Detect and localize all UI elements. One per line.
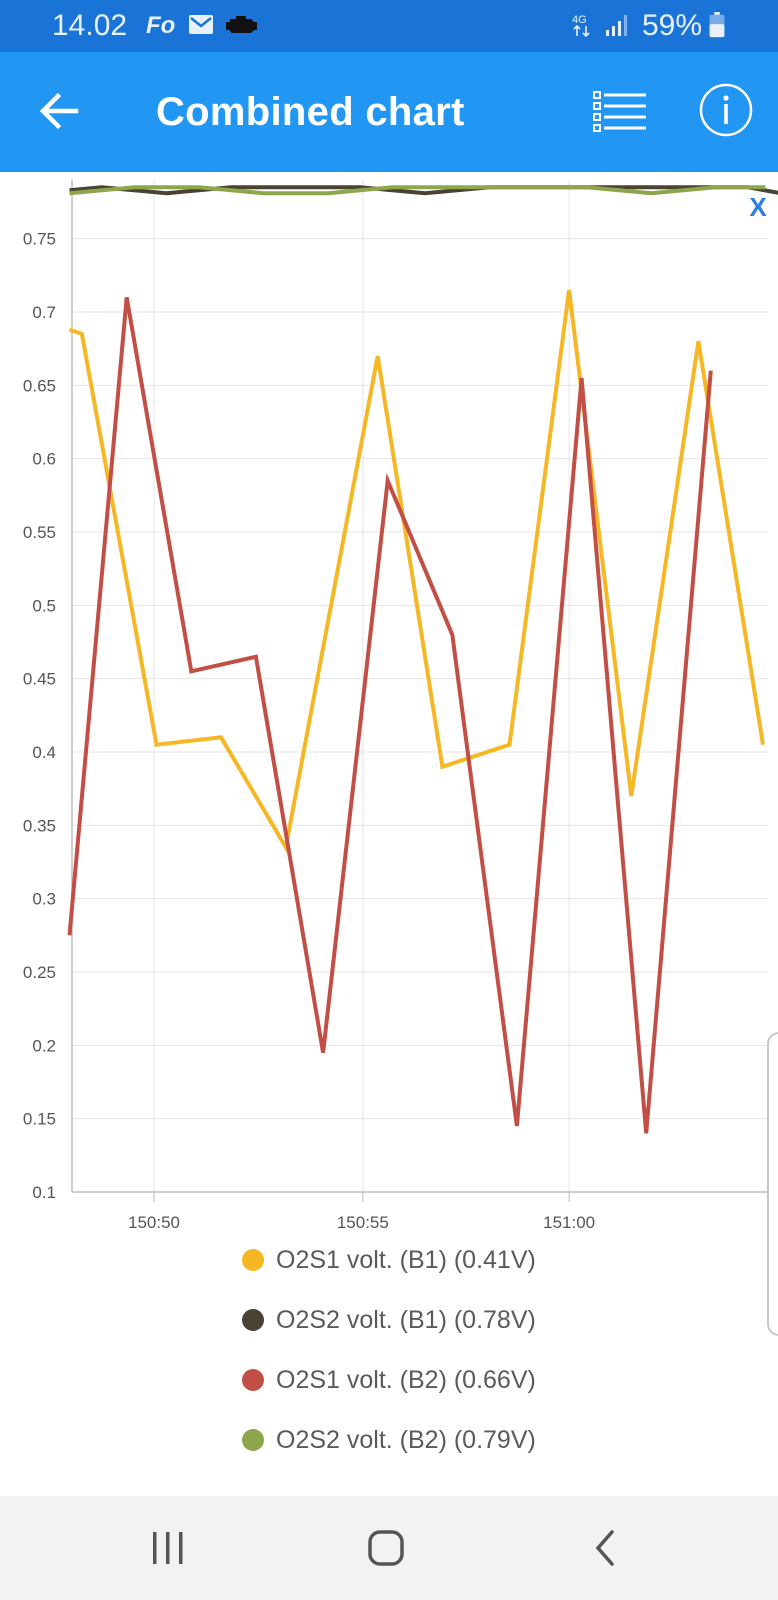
series-line-o2s1-b2 bbox=[67, 296, 713, 1134]
legend-dot bbox=[242, 1369, 264, 1391]
y-tick-label: 0.6 bbox=[32, 450, 56, 469]
recent-apps-icon[interactable] bbox=[150, 1528, 186, 1568]
series-line-o2s2-b2 bbox=[69, 185, 766, 196]
y-tick-label: 0.55 bbox=[23, 523, 56, 542]
info-icon[interactable] bbox=[698, 82, 754, 138]
y-tick-label: 0.2 bbox=[32, 1036, 56, 1055]
status-time: 14.02 bbox=[52, 9, 128, 42]
back-arrow-icon[interactable] bbox=[36, 88, 82, 134]
y-tick-label: 0.35 bbox=[23, 816, 56, 835]
battery-percent: 59% bbox=[642, 9, 703, 42]
battery-icon bbox=[709, 12, 725, 38]
y-tick-label: 0.25 bbox=[23, 963, 56, 982]
legend-label: O2S2 volt. (B2) (0.79V) bbox=[276, 1425, 536, 1454]
chart-legend: O2S1 volt. (B1) (0.41V) O2S2 volt. (B1) … bbox=[0, 1240, 778, 1480]
network-icon: 4G bbox=[572, 14, 590, 38]
network-label: 4G bbox=[572, 14, 587, 26]
combined-chart[interactable]: 0.1 0.15 0.2 0.25 0.3 0.35 0.4 0.45 0.5 0.55 0.6 0.… bbox=[0, 172, 778, 1232]
x-tick-label: 150:50 bbox=[128, 1213, 180, 1232]
system-nav-bar bbox=[0, 1496, 778, 1600]
back-icon[interactable] bbox=[590, 1528, 620, 1568]
home-icon[interactable] bbox=[366, 1528, 406, 1568]
legend-item-o2s1-b1[interactable]: O2S1 volt. (B1) (0.41V) bbox=[242, 1240, 536, 1280]
legend-item-o2s2-b2[interactable]: O2S2 volt. (B2) (0.79V) bbox=[242, 1420, 536, 1460]
legend-dot bbox=[242, 1249, 264, 1271]
page-title: Combined chart bbox=[156, 90, 465, 134]
close-x-label[interactable]: X bbox=[749, 192, 767, 222]
y-tick-label: 0.5 bbox=[32, 596, 56, 615]
mail-icon bbox=[189, 15, 213, 34]
signal-icon bbox=[606, 15, 627, 36]
y-tick-label: 0.3 bbox=[32, 890, 56, 909]
y-tick-label: 0.7 bbox=[32, 303, 56, 322]
svg-text:Fo: Fo bbox=[146, 12, 175, 38]
legend-label: O2S2 volt. (B1) (0.78V) bbox=[276, 1305, 536, 1334]
engine-icon bbox=[226, 16, 257, 33]
series-line-o2s2-b1 bbox=[69, 185, 778, 196]
list-icon[interactable] bbox=[592, 88, 648, 134]
y-tick-label: 0.15 bbox=[23, 1110, 56, 1129]
y-tick-label: 0.4 bbox=[32, 743, 56, 762]
x-tick-label: 150:55 bbox=[337, 1213, 389, 1232]
legend-dot bbox=[242, 1429, 264, 1451]
chart-svg: 0.1 0.15 0.2 0.25 0.3 0.35 0.4 0.45 0.5 0.55 0.6 0.… bbox=[23, 180, 778, 1232]
series-line-o2s1-b1 bbox=[68, 289, 765, 853]
x-tick-label: 151:00 bbox=[543, 1213, 595, 1232]
y-tick-label: 0.65 bbox=[23, 376, 56, 395]
status-bar: 14.02 Fo 4G 59% bbox=[0, 0, 778, 52]
edge-panel-handle[interactable] bbox=[767, 1032, 778, 1336]
y-tick-label: 0.45 bbox=[23, 670, 56, 689]
legend-label: O2S1 volt. (B2) (0.66V) bbox=[276, 1365, 536, 1394]
legend-dot bbox=[242, 1309, 264, 1331]
y-tick-label: 0.1 bbox=[32, 1183, 56, 1202]
legend-item-o2s1-b2[interactable]: O2S1 volt. (B2) (0.66V) bbox=[242, 1360, 536, 1400]
legend-label: O2S1 volt. (B1) (0.41V) bbox=[276, 1245, 536, 1274]
app-bar: Combined chart bbox=[0, 52, 778, 172]
fo-icon: Fo bbox=[146, 12, 175, 38]
y-tick-label: 0.75 bbox=[23, 230, 56, 249]
legend-item-o2s2-b1[interactable]: O2S2 volt. (B1) (0.78V) bbox=[242, 1300, 536, 1340]
